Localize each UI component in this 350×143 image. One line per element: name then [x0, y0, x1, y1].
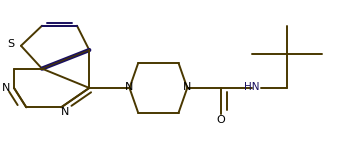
Text: N: N [183, 82, 191, 92]
Text: O: O [216, 115, 225, 125]
Text: S: S [7, 39, 14, 49]
Text: N: N [125, 82, 134, 92]
Text: N: N [61, 107, 69, 117]
Text: HN: HN [244, 82, 260, 92]
Text: N: N [2, 83, 10, 93]
